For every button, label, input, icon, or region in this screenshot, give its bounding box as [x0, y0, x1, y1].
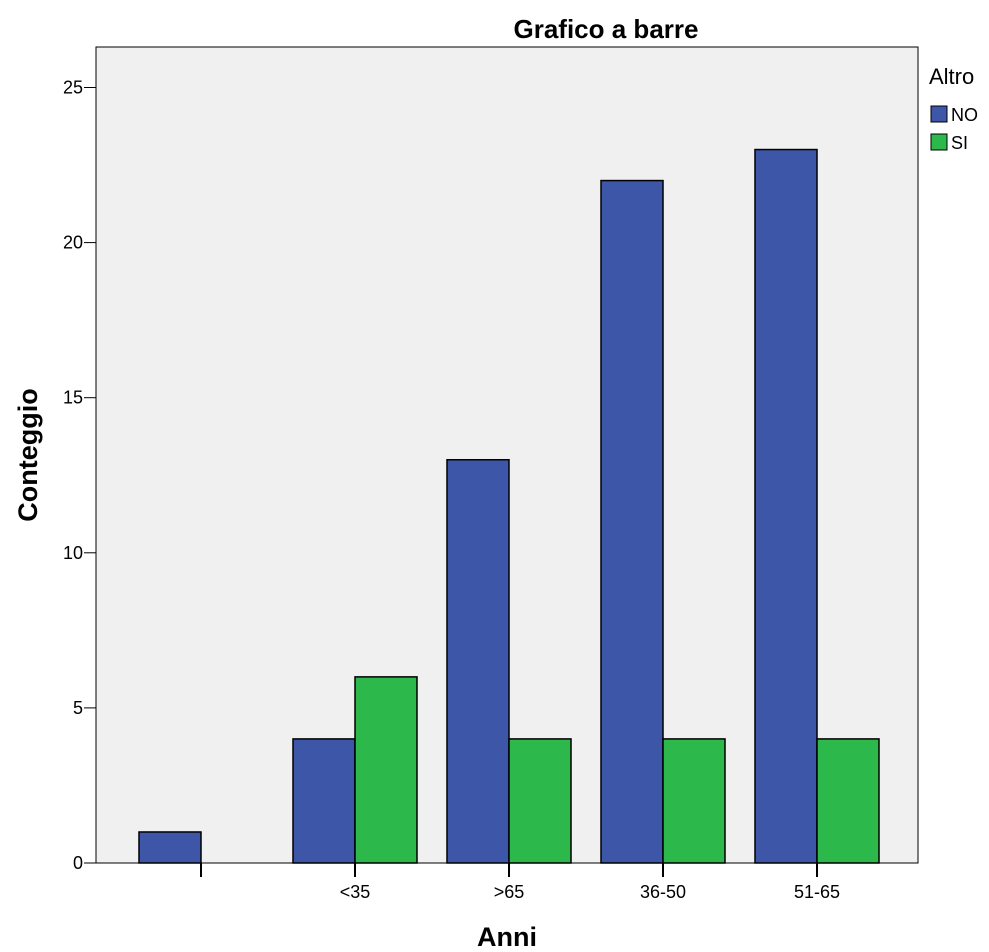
axes: 0 5 10 15 20 25 <35 >65 36-50 51-65: [63, 47, 918, 902]
bar-no-2: [446, 458, 510, 864]
y-tick-label: 20: [63, 233, 83, 253]
x-tick-label: 51-65: [794, 882, 840, 902]
y-tick-label: 0: [73, 853, 83, 873]
bar-si-2: [508, 738, 572, 864]
x-tick-label: <35: [340, 882, 371, 902]
legend-title: Altro: [929, 64, 974, 89]
x-axis-title: Anni: [477, 922, 537, 952]
y-tick-label: 10: [63, 543, 83, 563]
chart-title: Grafico a barre: [514, 14, 699, 44]
x-tick-label: 36-50: [640, 882, 686, 902]
bar-no-0: [138, 831, 202, 864]
x-tick-label: >65: [494, 882, 525, 902]
y-tick-label: 15: [63, 388, 83, 408]
bar-si-3: [662, 738, 726, 864]
legend-label-si: SI: [951, 133, 968, 153]
bar-no-1: [292, 738, 356, 864]
legend: Altro NO SI: [929, 64, 978, 153]
bar-si-1: [354, 676, 418, 864]
y-tick-label: 5: [73, 698, 83, 718]
bar-no-4: [754, 148, 818, 864]
legend-swatch-no: [930, 105, 948, 123]
y-axis-title: Conteggio: [13, 388, 43, 521]
legend-label-no: NO: [951, 105, 978, 125]
legend-swatch-si: [930, 133, 948, 151]
bar-no-3: [600, 179, 664, 864]
bar-si-4: [816, 738, 880, 864]
y-tick-label: 25: [63, 78, 83, 98]
